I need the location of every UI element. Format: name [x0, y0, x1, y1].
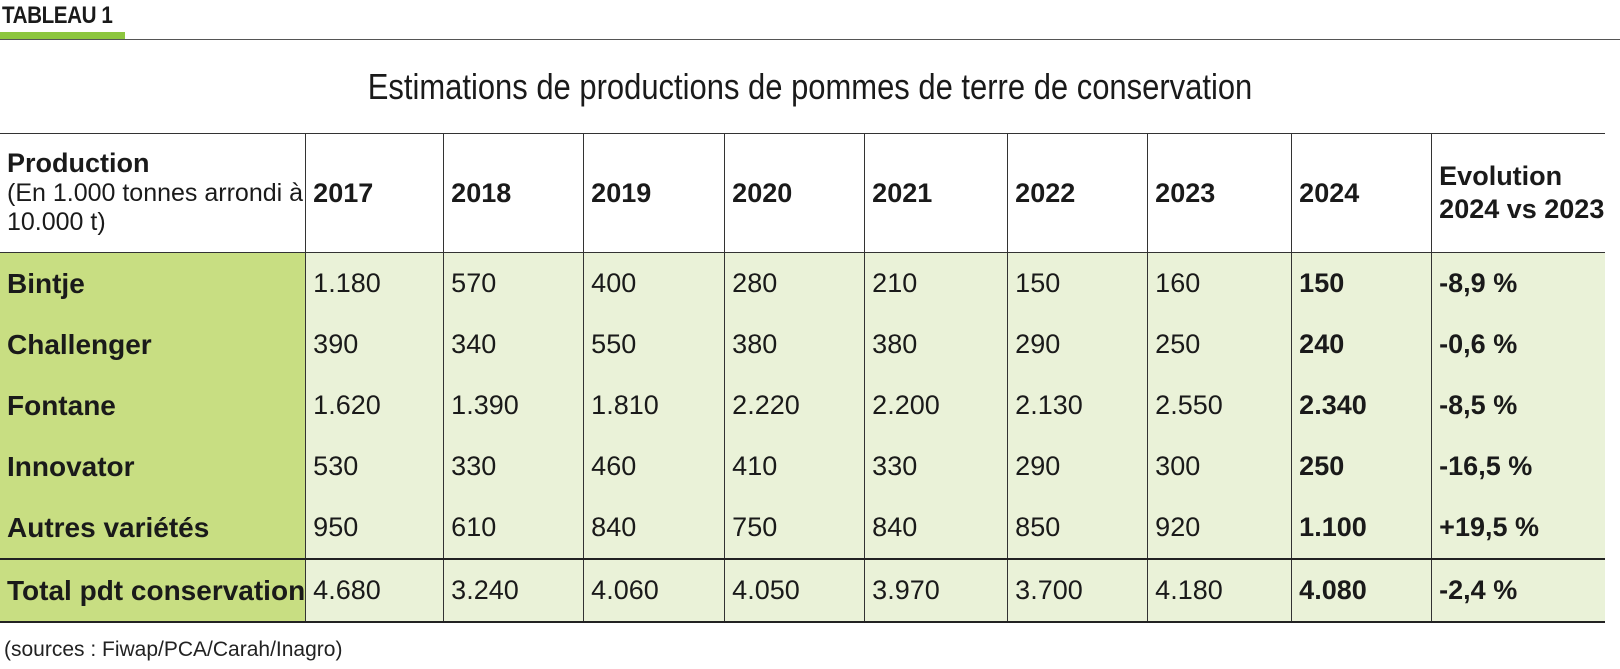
value-cell: 390	[305, 314, 445, 375]
value-cell: 950	[305, 497, 445, 559]
value-cell: 380	[724, 314, 866, 375]
total-value-cell: 3.700	[1007, 558, 1149, 623]
total-value-cell: 4.060	[583, 558, 726, 623]
value-cell: 250	[1147, 314, 1293, 375]
value-cell: 340	[443, 314, 585, 375]
evolution-cell: -0,6 %	[1431, 314, 1605, 375]
total-label: Total pdt conservation	[0, 558, 307, 623]
year-header: 2018	[443, 133, 585, 253]
table-row: Innovator 530 330 460 410 330 290 300 25…	[0, 436, 1605, 497]
total-value-cell: 4.680	[305, 558, 445, 623]
value-cell: 150	[1007, 252, 1149, 314]
value-cell: 160	[1147, 252, 1293, 314]
value-cell: 750	[724, 497, 866, 559]
value-cell: 1.180	[305, 252, 445, 314]
value-cell: 840	[583, 497, 726, 559]
value-cell: 380	[864, 314, 1009, 375]
variety-name: Fontane	[0, 375, 307, 436]
variety-name: Autres variétés	[0, 497, 307, 559]
year-header: 2021	[864, 133, 1009, 253]
value-cell-2024: 2.340	[1291, 375, 1433, 436]
value-cell: 1.810	[583, 375, 726, 436]
variety-name: Bintje	[0, 252, 307, 314]
value-cell: 840	[864, 497, 1009, 559]
variety-name: Challenger	[0, 314, 307, 375]
value-cell: 280	[724, 252, 866, 314]
evolution-cell: -8,5 %	[1431, 375, 1605, 436]
value-cell: 1.390	[443, 375, 585, 436]
value-cell: 2.200	[864, 375, 1009, 436]
value-cell: 920	[1147, 497, 1293, 559]
table-title: Estimations de productions de pommes de …	[367, 66, 1253, 107]
value-cell: 530	[305, 436, 445, 497]
total-value-cell-2024: 4.080	[1291, 558, 1433, 623]
value-cell: 300	[1147, 436, 1293, 497]
value-cell: 1.620	[305, 375, 445, 436]
value-cell: 410	[724, 436, 866, 497]
row-header-note: (En 1.000 tonnes arrondi à 10.000 t)	[7, 179, 304, 236]
total-value-cell: 4.180	[1147, 558, 1293, 623]
header-rule	[0, 39, 1620, 40]
evolution-cell: -16,5 %	[1431, 436, 1605, 497]
header-row: Production (En 1.000 tonnes arrondi à 10…	[0, 133, 1605, 253]
value-cell: 550	[583, 314, 726, 375]
production-table: Production (En 1.000 tonnes arrondi à 10…	[0, 133, 1605, 623]
total-value-cell: 3.240	[443, 558, 585, 623]
total-value-cell: 4.050	[724, 558, 866, 623]
value-cell: 330	[443, 436, 585, 497]
table-row: Fontane 1.620 1.390 1.810 2.220 2.200 2.…	[0, 375, 1605, 436]
year-header: 2022	[1007, 133, 1149, 253]
evolution-header: Evolution 2024 vs 2023	[1431, 133, 1605, 253]
value-cell: 2.220	[724, 375, 866, 436]
value-cell: 610	[443, 497, 585, 559]
value-cell-2024: 250	[1291, 436, 1433, 497]
value-cell-2024: 1.100	[1291, 497, 1433, 559]
year-header: 2020	[724, 133, 866, 253]
evolution-cell: +19,5 %	[1431, 497, 1605, 559]
value-cell: 850	[1007, 497, 1149, 559]
total-evolution-cell: -2,4 %	[1431, 558, 1605, 623]
value-cell-2024: 240	[1291, 314, 1433, 375]
value-cell: 330	[864, 436, 1009, 497]
table-tag: TABLEAU 1	[2, 2, 113, 29]
value-cell: 290	[1007, 314, 1149, 375]
value-cell-2024: 150	[1291, 252, 1433, 314]
year-header: 2024	[1291, 133, 1433, 253]
row-header-title: Production	[7, 148, 150, 178]
year-header: 2017	[305, 133, 445, 253]
evolution-cell: -8,9 %	[1431, 252, 1605, 314]
value-cell: 290	[1007, 436, 1149, 497]
value-cell: 460	[583, 436, 726, 497]
tag-accent-bar	[0, 32, 125, 40]
year-header: 2023	[1147, 133, 1293, 253]
row-header-cell: Production (En 1.000 tonnes arrondi à 10…	[0, 133, 307, 253]
sources-note: (sources : Fiwap/PCA/Carah/Inagro)	[4, 638, 343, 661]
value-cell: 2.550	[1147, 375, 1293, 436]
table-row: Bintje 1.180 570 400 280 210 150 160 150…	[0, 252, 1605, 314]
total-row: Total pdt conservation 4.680 3.240 4.060…	[0, 558, 1605, 623]
value-cell: 570	[443, 252, 585, 314]
value-cell: 400	[583, 252, 726, 314]
table-row: Autres variétés 950 610 840 750 840 850 …	[0, 497, 1605, 559]
value-cell: 210	[864, 252, 1009, 314]
variety-name: Innovator	[0, 436, 307, 497]
table-row: Challenger 390 340 550 380 380 290 250 2…	[0, 314, 1605, 375]
value-cell: 2.130	[1007, 375, 1149, 436]
total-value-cell: 3.970	[864, 558, 1009, 623]
year-header: 2019	[583, 133, 726, 253]
